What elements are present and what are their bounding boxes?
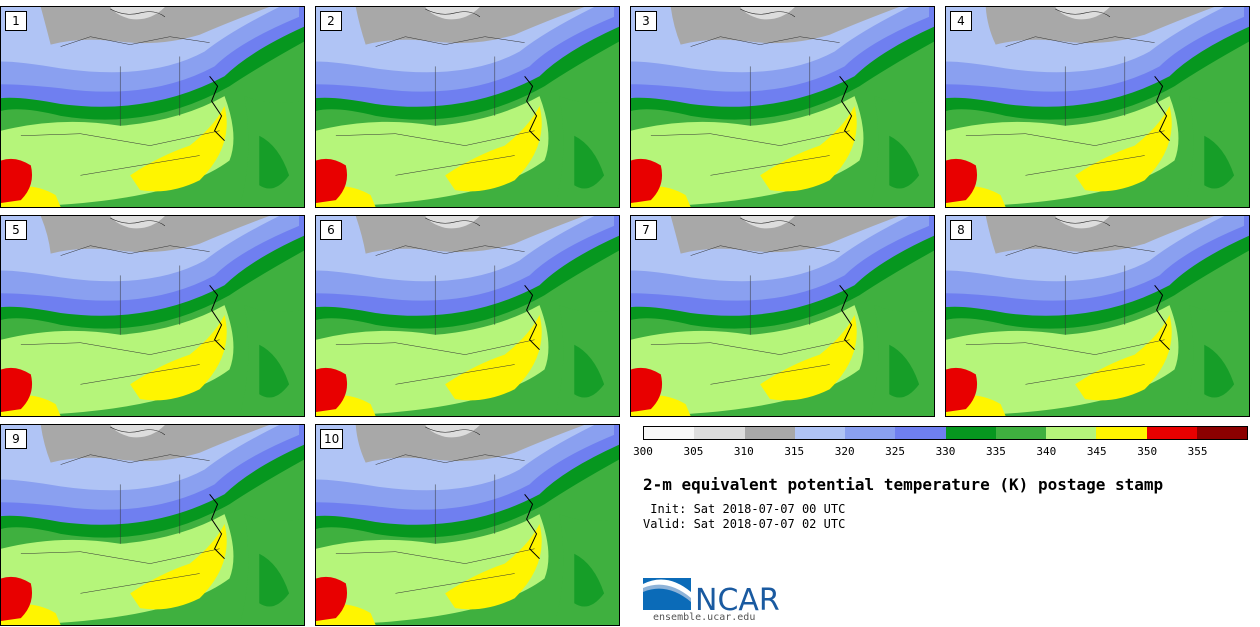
member-number-label: 3: [635, 11, 657, 31]
member-number-label: 9: [5, 429, 27, 449]
colorbar-tick-label: 345: [1086, 445, 1107, 458]
ensemble-member-map: 1: [0, 6, 305, 208]
colorbar-tick-label: 350: [1137, 445, 1158, 458]
member-number-label: 2: [320, 11, 342, 31]
colorbar-segment: [1046, 427, 1097, 439]
ensemble-member-map: 2: [315, 6, 620, 208]
colorbar: [643, 426, 1248, 440]
colorbar-tick-label: 355: [1187, 445, 1208, 458]
ensemble-member-map: 8: [945, 215, 1250, 417]
figure-title: 2-m equivalent potential temperature (K)…: [643, 475, 1164, 494]
colorbar-tick-label: 300: [633, 445, 653, 458]
member-number-label: 5: [5, 220, 27, 240]
colorbar-tick-label: 305: [683, 445, 704, 458]
ensemble-member-map: 7: [630, 215, 935, 417]
valid-time: Valid: Sat 2018-07-07 02 UTC: [643, 517, 846, 531]
ensemble-member-map: 5: [0, 215, 305, 417]
ensemble-member-map: 9: [0, 424, 305, 626]
colorbar-segment: [744, 427, 795, 439]
ensemble-member-map: 10: [315, 424, 620, 626]
ensemble-member-map: 3: [630, 6, 935, 208]
colorbar-segment: [644, 427, 695, 439]
member-number-label: 10: [320, 429, 344, 449]
member-number-label: 6: [320, 220, 342, 240]
ncar-logo-text: NCAR: [695, 583, 780, 615]
init-time: Init: Sat 2018-07-07 00 UTC: [643, 502, 846, 516]
colorbar-segment: [1196, 427, 1247, 439]
colorbar-tick-label: 340: [1036, 445, 1057, 458]
ensemble-member-map: 4: [945, 6, 1250, 208]
colorbar-tick-label: 330: [935, 445, 956, 458]
ensemble-member-map: 6: [315, 215, 620, 417]
website-url: ensemble.ucar.edu: [653, 612, 756, 623]
member-number-label: 7: [635, 220, 657, 240]
colorbar-tick-label: 310: [733, 445, 754, 458]
colorbar-segment: [945, 427, 996, 439]
colorbar-segment: [794, 427, 845, 439]
colorbar-tick-label: 315: [784, 445, 805, 458]
colorbar-segment: [995, 427, 1046, 439]
colorbar-segment: [694, 427, 745, 439]
colorbar-tick-label: 320: [834, 445, 855, 458]
member-number-label: 4: [950, 11, 972, 31]
colorbar-tick-label: 325: [885, 445, 906, 458]
colorbar-segment: [895, 427, 946, 439]
member-number-label: 1: [5, 11, 27, 31]
colorbar-segment: [845, 427, 896, 439]
colorbar-tick-label: 335: [985, 445, 1006, 458]
colorbar-segment: [1146, 427, 1197, 439]
colorbar-segment: [1096, 427, 1147, 439]
ncar-logo: NCAR: [643, 578, 780, 615]
member-number-label: 8: [950, 220, 972, 240]
